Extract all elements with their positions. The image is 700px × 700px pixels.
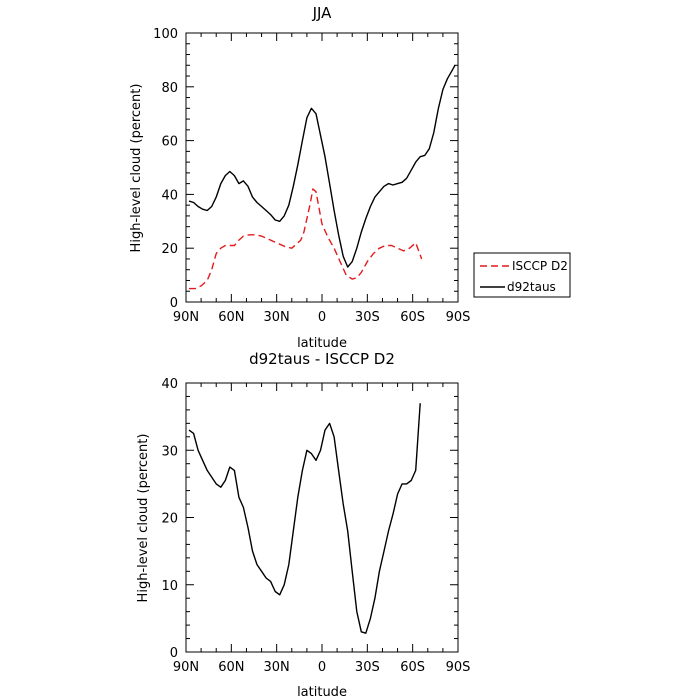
bottom-chart-xtick-label: 90S <box>446 660 471 675</box>
legend-label-d92taus: d92taus <box>507 280 556 294</box>
bottom-chart-ylabel: High-level cloud (percent) <box>136 434 151 603</box>
bottom-chart-frame <box>185 382 459 653</box>
bottom-chart-xtick-label: 30N <box>264 660 290 675</box>
bottom-chart-ytick-label: 20 <box>161 512 178 527</box>
top-chart-ylabel: High-level cloud (percent) <box>129 84 144 253</box>
top-chart-xtick-label: 90N <box>173 310 199 325</box>
bottom-chart-ticks: 90N 60N 30N 0 30S 60S 90S 0 10 20 30 40 <box>161 377 470 675</box>
top-chart-frame <box>185 32 459 303</box>
top-chart-ytick-label: 0 <box>170 296 178 311</box>
top-chart-title: JJA <box>312 4 333 22</box>
bottom-chart-xtick-label: 60N <box>218 660 244 675</box>
bottom-chart-ytick-label: 40 <box>161 377 178 392</box>
top-chart-ytick-label: 60 <box>161 135 178 150</box>
bottom-chart-title: d92taus - ISCCP D2 <box>249 350 395 368</box>
top-chart-legend: ISCCP D2 d92taus <box>473 252 571 298</box>
bottom-chart-ytick-label: 10 <box>161 579 178 594</box>
bottom-chart-xtick-label: 60S <box>400 660 425 675</box>
bottom-chart-panel: d92taus - ISCCP D2 90N 60N 30N 0 30S 60S 90S 0 1… <box>136 350 470 700</box>
top-chart-xtick-label: 30N <box>264 310 290 325</box>
top-chart-series <box>188 64 456 290</box>
bottom-chart-ytick-label: 0 <box>170 646 178 661</box>
top-chart-ytick-label: 40 <box>161 188 178 203</box>
top-chart-series-isccp-d2-line <box>189 188 423 290</box>
bottom-chart-ytick-label: 30 <box>161 444 178 459</box>
top-chart-xtick-label: 60S <box>400 310 425 325</box>
top-chart-series-d92taus-line <box>188 64 456 268</box>
bottom-chart-xtick-label: 0 <box>318 660 326 675</box>
top-chart-ticks: 90N 60N 30N 0 30S 60S 90S 0 20 40 60 80 100 <box>153 27 470 325</box>
top-chart-ytick-label: 20 <box>161 242 178 257</box>
top-chart-xtick-label: 60N <box>218 310 244 325</box>
top-chart-ytick-label: 80 <box>161 81 178 96</box>
bottom-chart-xtick-label: 90N <box>173 660 199 675</box>
top-chart-panel: JJA 90N 60N 30N 0 30S 60S 90S 0 20 40 60 80 100 lati… <box>129 4 470 351</box>
legend-box <box>473 252 571 298</box>
bottom-chart-series-difference-line <box>188 403 421 634</box>
top-chart-xlabel: latitude <box>297 336 347 351</box>
bottom-chart-xtick-label: 30S <box>355 660 380 675</box>
legend-label-isccp: ISCCP D2 <box>512 259 568 273</box>
bottom-chart-xlabel: latitude <box>297 685 347 700</box>
top-chart-xtick-label: 30S <box>355 310 380 325</box>
bottom-chart-series <box>188 403 421 634</box>
top-chart-xtick-label: 0 <box>318 310 326 325</box>
top-chart-ytick-label: 100 <box>153 27 178 42</box>
top-chart-xtick-label: 90S <box>446 310 471 325</box>
